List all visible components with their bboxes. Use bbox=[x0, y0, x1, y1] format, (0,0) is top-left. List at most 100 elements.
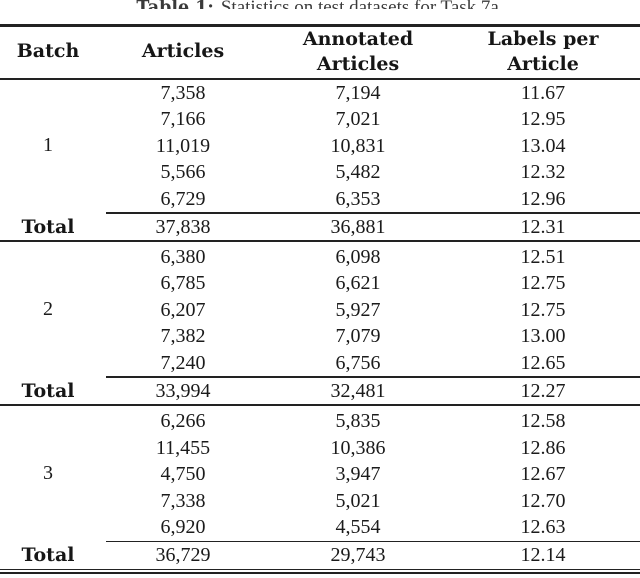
cell-annotated-articles: 5,482 bbox=[335, 161, 381, 183]
cell-articles: 4,750 bbox=[160, 463, 206, 485]
cell-articles: 5,566 bbox=[160, 161, 206, 183]
total-label: Total bbox=[21, 379, 75, 402]
table-row: 7,166 7,021 12.95 bbox=[0, 106, 640, 133]
cell-articles: 7,240 bbox=[160, 351, 206, 374]
statistics-table: Batch Articles Annotated Articles Labels… bbox=[0, 24, 640, 574]
cell-annotated-articles: 4,554 bbox=[335, 516, 381, 538]
cell-annotated-articles: 7,079 bbox=[335, 325, 381, 347]
cell-annotated-articles: 6,756 bbox=[335, 351, 381, 374]
table-row: 7,240 6,756 12.65 bbox=[0, 350, 640, 377]
total-cell-labels-per-article: 12.27 bbox=[520, 379, 566, 402]
total-row: Total 36,729 29,743 12.14 bbox=[0, 542, 640, 569]
table-row: 4,750 3,947 12.67 bbox=[0, 461, 640, 488]
batch-1-rows: 1 7,358 7,194 11.67 7,166 7,021 12.95 11,019 10,… bbox=[0, 80, 640, 213]
table-row: 6,920 4,554 12.63 bbox=[0, 514, 640, 541]
cell-annotated-articles: 10,386 bbox=[330, 436, 386, 459]
cell-articles: 7,382 bbox=[160, 325, 206, 347]
batch-separator-rule bbox=[0, 404, 640, 406]
total-label: Total bbox=[21, 215, 75, 238]
cell-annotated-articles: 6,621 bbox=[335, 272, 381, 294]
cell-annotated-articles: 10,831 bbox=[330, 134, 386, 157]
cell-labels-per-article: 12.58 bbox=[520, 410, 566, 432]
cell-labels-per-article: 13.00 bbox=[520, 325, 566, 347]
table-row: 11,019 10,831 13.04 bbox=[0, 133, 640, 160]
column-header-labels-per-article: Labels per Article bbox=[487, 27, 599, 76]
total-label: Total bbox=[21, 544, 75, 566]
cell-labels-per-article: 12.96 bbox=[520, 187, 566, 210]
cell-annotated-articles: 5,021 bbox=[335, 489, 381, 512]
cell-articles: 6,266 bbox=[160, 410, 206, 432]
table-row: 5,566 5,482 12.32 bbox=[0, 159, 640, 186]
total-cell-annotated-articles: 29,743 bbox=[330, 544, 386, 566]
table-row: 7,338 5,021 12.70 bbox=[0, 488, 640, 515]
total-cell-labels-per-article: 12.14 bbox=[520, 544, 566, 566]
batch-separator-rule bbox=[0, 240, 640, 242]
table-caption-prefix: Table 1: bbox=[136, 0, 213, 9]
cell-labels-per-article: 12.86 bbox=[520, 436, 566, 459]
table-row: 7,382 7,079 13.00 bbox=[0, 323, 640, 350]
total-separator-rule bbox=[106, 376, 640, 378]
cell-articles: 6,729 bbox=[160, 187, 206, 210]
cell-annotated-articles: 6,098 bbox=[335, 245, 381, 268]
table-row: 6,207 5,927 12.75 bbox=[0, 297, 640, 324]
cell-labels-per-article: 12.75 bbox=[520, 298, 566, 321]
table-bottom-rule-2 bbox=[0, 572, 640, 574]
cell-articles: 7,166 bbox=[160, 108, 206, 130]
total-cell-annotated-articles: 32,481 bbox=[330, 379, 386, 402]
cell-articles: 6,207 bbox=[160, 298, 206, 321]
cell-articles: 7,358 bbox=[160, 81, 206, 104]
cell-annotated-articles: 6,353 bbox=[335, 187, 381, 210]
total-cell-articles: 36,729 bbox=[155, 544, 211, 566]
table-bottom-rule-1 bbox=[0, 568, 640, 571]
cell-annotated-articles: 3,947 bbox=[335, 463, 381, 485]
cell-labels-per-article: 12.65 bbox=[520, 351, 566, 374]
total-row: Total 37,838 36,881 12.31 bbox=[0, 214, 640, 241]
cell-annotated-articles: 7,194 bbox=[335, 81, 381, 104]
table-caption: Table 1: Statistics on test datasets for … bbox=[0, 0, 640, 9]
cell-labels-per-article: 12.75 bbox=[520, 272, 566, 294]
cell-articles: 11,019 bbox=[155, 134, 211, 157]
table-row: 6,380 6,098 12.51 bbox=[0, 244, 640, 271]
total-cell-annotated-articles: 36,881 bbox=[330, 215, 386, 238]
batch-2-rows: 2 6,380 6,098 12.51 6,785 6,621 12.75 6,207 5,92… bbox=[0, 242, 640, 376]
total-separator-rule bbox=[106, 540, 640, 542]
cell-articles: 6,785 bbox=[160, 272, 206, 294]
cell-labels-per-article: 12.51 bbox=[520, 245, 566, 268]
table-row: 6,785 6,621 12.75 bbox=[0, 270, 640, 297]
cell-articles: 7,338 bbox=[160, 489, 206, 512]
table-row: 7,358 7,194 11.67 bbox=[0, 80, 640, 107]
table-bottom-rule-gap bbox=[0, 570, 640, 573]
cell-labels-per-article: 11.67 bbox=[520, 81, 566, 104]
batch-3-rows: 3 6,266 5,835 12.58 11,455 10,386 12.86 4,750 3,… bbox=[0, 406, 640, 541]
cell-annotated-articles: 7,021 bbox=[335, 108, 381, 130]
total-cell-labels-per-article: 12.31 bbox=[520, 215, 566, 238]
cell-articles: 6,380 bbox=[160, 245, 206, 268]
cell-articles: 6,920 bbox=[160, 516, 206, 538]
column-header-articles: Articles bbox=[141, 40, 225, 63]
table-row: 11,455 10,386 12.86 bbox=[0, 435, 640, 462]
total-cell-articles: 33,994 bbox=[155, 379, 211, 402]
column-header-annotated-articles: Annotated Articles bbox=[302, 27, 414, 76]
batch-number-label: 3 bbox=[43, 461, 53, 484]
table-caption-text: Table 1: Statistics on test datasets for … bbox=[136, 0, 503, 9]
table-header-rule bbox=[0, 77, 640, 80]
cell-labels-per-article: 12.70 bbox=[520, 489, 566, 512]
table-header-row: Batch Articles Annotated Articles Labels… bbox=[0, 27, 640, 78]
total-separator-rule bbox=[106, 212, 640, 214]
total-cell-articles: 37,838 bbox=[155, 215, 211, 238]
cell-articles: 11,455 bbox=[155, 436, 211, 459]
table-body: 1 7,358 7,194 11.67 7,166 7,021 12.95 11,019 10,… bbox=[0, 80, 640, 569]
cell-annotated-articles: 5,835 bbox=[335, 410, 381, 432]
cell-annotated-articles: 5,927 bbox=[335, 298, 381, 321]
batch-number-label: 2 bbox=[43, 297, 53, 320]
cell-labels-per-article: 12.67 bbox=[520, 463, 566, 485]
batch-number-label: 1 bbox=[43, 134, 53, 157]
table-row: 6,729 6,353 12.96 bbox=[0, 186, 640, 213]
cell-labels-per-article: 12.63 bbox=[520, 516, 566, 538]
total-row: Total 33,994 32,481 12.27 bbox=[0, 378, 640, 405]
table-row: 6,266 5,835 12.58 bbox=[0, 408, 640, 435]
table-caption-body: Statistics on test datasets for Task 7a. bbox=[221, 0, 504, 9]
cell-labels-per-article: 13.04 bbox=[520, 134, 566, 157]
column-header-batch: Batch bbox=[16, 40, 80, 63]
